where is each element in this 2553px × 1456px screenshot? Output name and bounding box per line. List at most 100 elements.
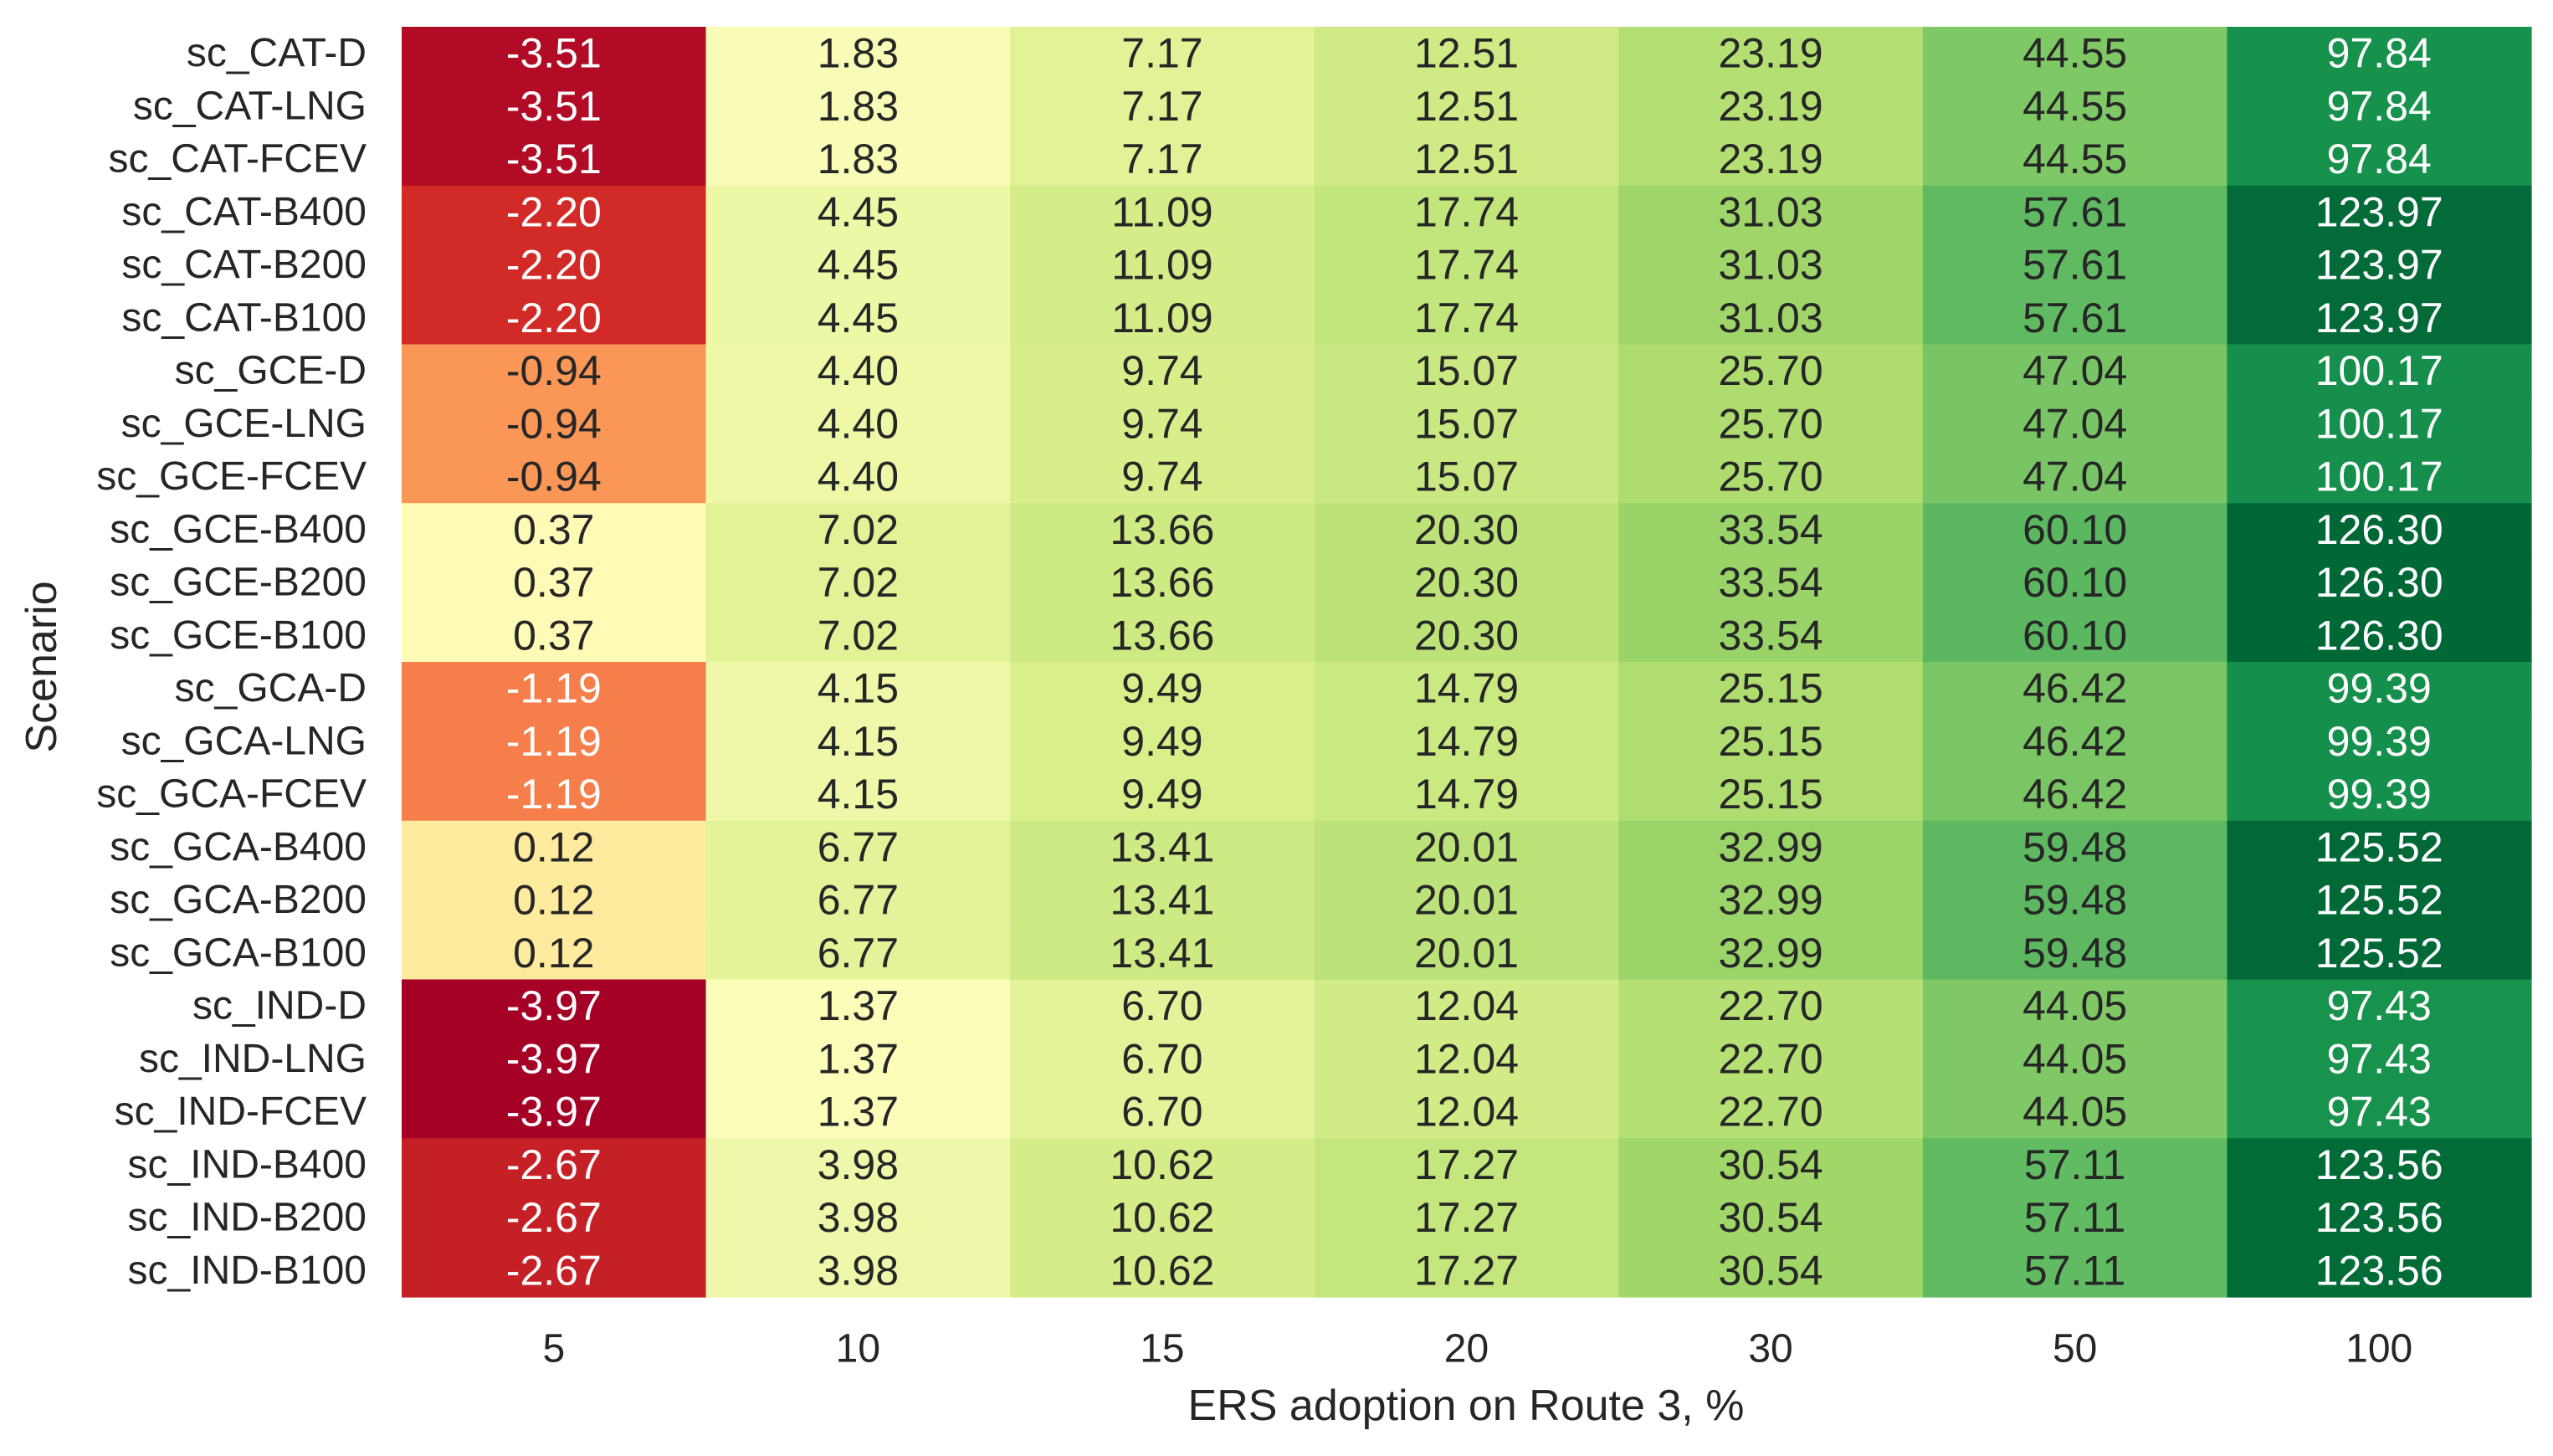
heatmap-cell <box>402 1085 707 1139</box>
heatmap-cell <box>2227 1243 2532 1298</box>
heatmap-cell-value: 25.15 <box>1719 665 1823 712</box>
heatmap-cell-value: 25.15 <box>1719 718 1823 765</box>
heatmap-cell <box>1618 767 1924 822</box>
heatmap-cell-value: 4.40 <box>818 347 899 394</box>
heatmap-cell-value: 44.05 <box>2022 1035 2127 1082</box>
heatmap-cell-value: 126.30 <box>2315 506 2443 553</box>
heatmap-cell-value: 33.54 <box>1719 559 1823 606</box>
heatmap-cell <box>1314 185 1619 239</box>
heatmap-cell-value: 11.09 <box>1111 188 1212 235</box>
heatmap-cell <box>1314 397 1619 451</box>
heatmap-cell <box>2227 556 2532 610</box>
heatmap-cell-value: 6.77 <box>818 823 899 870</box>
heatmap-cell <box>1010 503 1315 557</box>
y-tick-label: sc_GCA-B100 <box>110 931 367 975</box>
heatmap-cell-value: 9.49 <box>1121 665 1202 712</box>
x-tick-label: 15 <box>1140 1327 1184 1371</box>
heatmap-cell <box>2227 450 2532 504</box>
heatmap-cell-value: 100.17 <box>2315 400 2443 447</box>
heatmap-cell-value: 4.45 <box>818 242 899 289</box>
heatmap-cell-value: 7.17 <box>1121 30 1202 77</box>
heatmap-cell <box>705 344 1011 398</box>
y-tick-label: sc_CAT-B200 <box>121 243 367 287</box>
heatmap-cell <box>2227 1085 2532 1139</box>
heatmap-cell <box>1922 1138 2228 1192</box>
heatmap-cell <box>705 608 1011 663</box>
heatmap-cell <box>1922 715 2228 769</box>
heatmap-cell <box>1618 662 1924 715</box>
heatmap-cell <box>1922 79 2228 134</box>
heatmap-cell-value: 33.54 <box>1719 506 1823 553</box>
heatmap-cell-value: 6.77 <box>818 930 899 977</box>
heatmap-cell <box>1314 344 1619 398</box>
heatmap-cell-value: 13.66 <box>1110 506 1214 553</box>
heatmap-cell <box>2227 238 2532 292</box>
heatmap-cell-value: 17.27 <box>1414 1194 1519 1241</box>
heatmap-cell-value: -1.19 <box>506 771 602 818</box>
heatmap-cell <box>1922 767 2228 822</box>
heatmap-cell-value: 14.79 <box>1414 771 1519 818</box>
heatmap-cell-value: 14.79 <box>1414 718 1519 765</box>
heatmap-cell-value: 59.48 <box>2022 930 2127 977</box>
y-tick-label: sc_GCE-LNG <box>121 402 367 446</box>
heatmap-cell <box>1922 1243 2228 1298</box>
heatmap-cell-value: 125.52 <box>2315 823 2443 870</box>
heatmap-cell-value: 12.04 <box>1414 1035 1519 1082</box>
heatmap-cell <box>1010 397 1315 451</box>
heatmap-cell <box>402 662 707 715</box>
heatmap-cell <box>402 132 707 187</box>
y-tick-label: sc_GCA-D <box>175 666 367 710</box>
heatmap-cell <box>1618 979 1924 1033</box>
heatmap-cell <box>402 1032 707 1086</box>
heatmap-cell-value: 59.48 <box>2022 823 2127 870</box>
heatmap-cell-value: 10.62 <box>1110 1247 1214 1294</box>
heatmap-cell-value: 14.79 <box>1414 665 1519 712</box>
heatmap-cell-value: 123.97 <box>2315 242 2443 289</box>
heatmap-cell <box>1618 503 1924 557</box>
heatmap-cell <box>1010 608 1315 663</box>
heatmap-cell <box>402 397 707 451</box>
heatmap-cell-value: 46.42 <box>2022 665 2127 712</box>
heatmap-cell <box>402 1191 707 1245</box>
y-tick-label: sc_GCA-B400 <box>110 825 367 869</box>
heatmap-cell-value: 17.27 <box>1414 1247 1519 1294</box>
heatmap-cell <box>1922 27 2228 80</box>
x-axis-label: ERS adoption on Route 3, % <box>1188 1382 1745 1430</box>
heatmap-cell <box>705 1243 1011 1298</box>
heatmap-cell-value: 6.70 <box>1121 1089 1202 1136</box>
y-tick-label: sc_GCA-FCEV <box>96 772 367 817</box>
heatmap-cell-value: 15.07 <box>1414 347 1519 394</box>
heatmap-cell <box>402 1138 707 1192</box>
heatmap-cell <box>2227 926 2532 981</box>
heatmap-cell-value: 13.66 <box>1110 612 1214 659</box>
heatmap-cell <box>2227 979 2532 1033</box>
heatmap-cell-value: 25.70 <box>1719 347 1823 394</box>
heatmap-cell <box>402 27 707 80</box>
heatmap-cell-value: 15.07 <box>1414 400 1519 447</box>
heatmap-cell <box>2227 185 2532 239</box>
heatmap-cell <box>2227 1138 2532 1192</box>
heatmap-cell-value: 30.54 <box>1719 1141 1823 1188</box>
heatmap-cell <box>1922 874 2228 927</box>
heatmap-cell-value: 4.45 <box>818 188 899 235</box>
heatmap-cell-value: -3.51 <box>506 83 602 130</box>
heatmap-cell <box>1010 1032 1315 1086</box>
heatmap-cell-value: 17.27 <box>1414 1141 1519 1188</box>
heatmap-cell-value: 1.37 <box>818 1089 899 1136</box>
y-tick-label: sc_GCA-B200 <box>110 878 367 922</box>
heatmap-cell-value: 4.40 <box>818 400 899 447</box>
heatmap-cell-value: 60.10 <box>2022 559 2127 606</box>
heatmap-cell <box>1314 926 1619 981</box>
y-tick-label: sc_CAT-B100 <box>121 295 367 340</box>
heatmap-cell <box>705 556 1011 610</box>
heatmap-cell-value: 123.97 <box>2315 188 2443 235</box>
heatmap-cell-value: 44.55 <box>2022 83 2127 130</box>
heatmap-cell <box>1618 1243 1924 1298</box>
heatmap-cell-value: 0.37 <box>513 506 594 553</box>
heatmap-cell-labels: -3.51 1.83 7.17 12.51 23.19 44.55 97.84 -3.51 1.… <box>506 30 2443 1295</box>
heatmap-cell-value: 23.19 <box>1719 136 1823 182</box>
heatmap-cell <box>1314 1243 1619 1298</box>
heatmap-cell-value: 60.10 <box>2022 612 2127 659</box>
heatmap-cell-value: 9.74 <box>1121 454 1202 500</box>
heatmap-cell <box>1618 79 1924 134</box>
